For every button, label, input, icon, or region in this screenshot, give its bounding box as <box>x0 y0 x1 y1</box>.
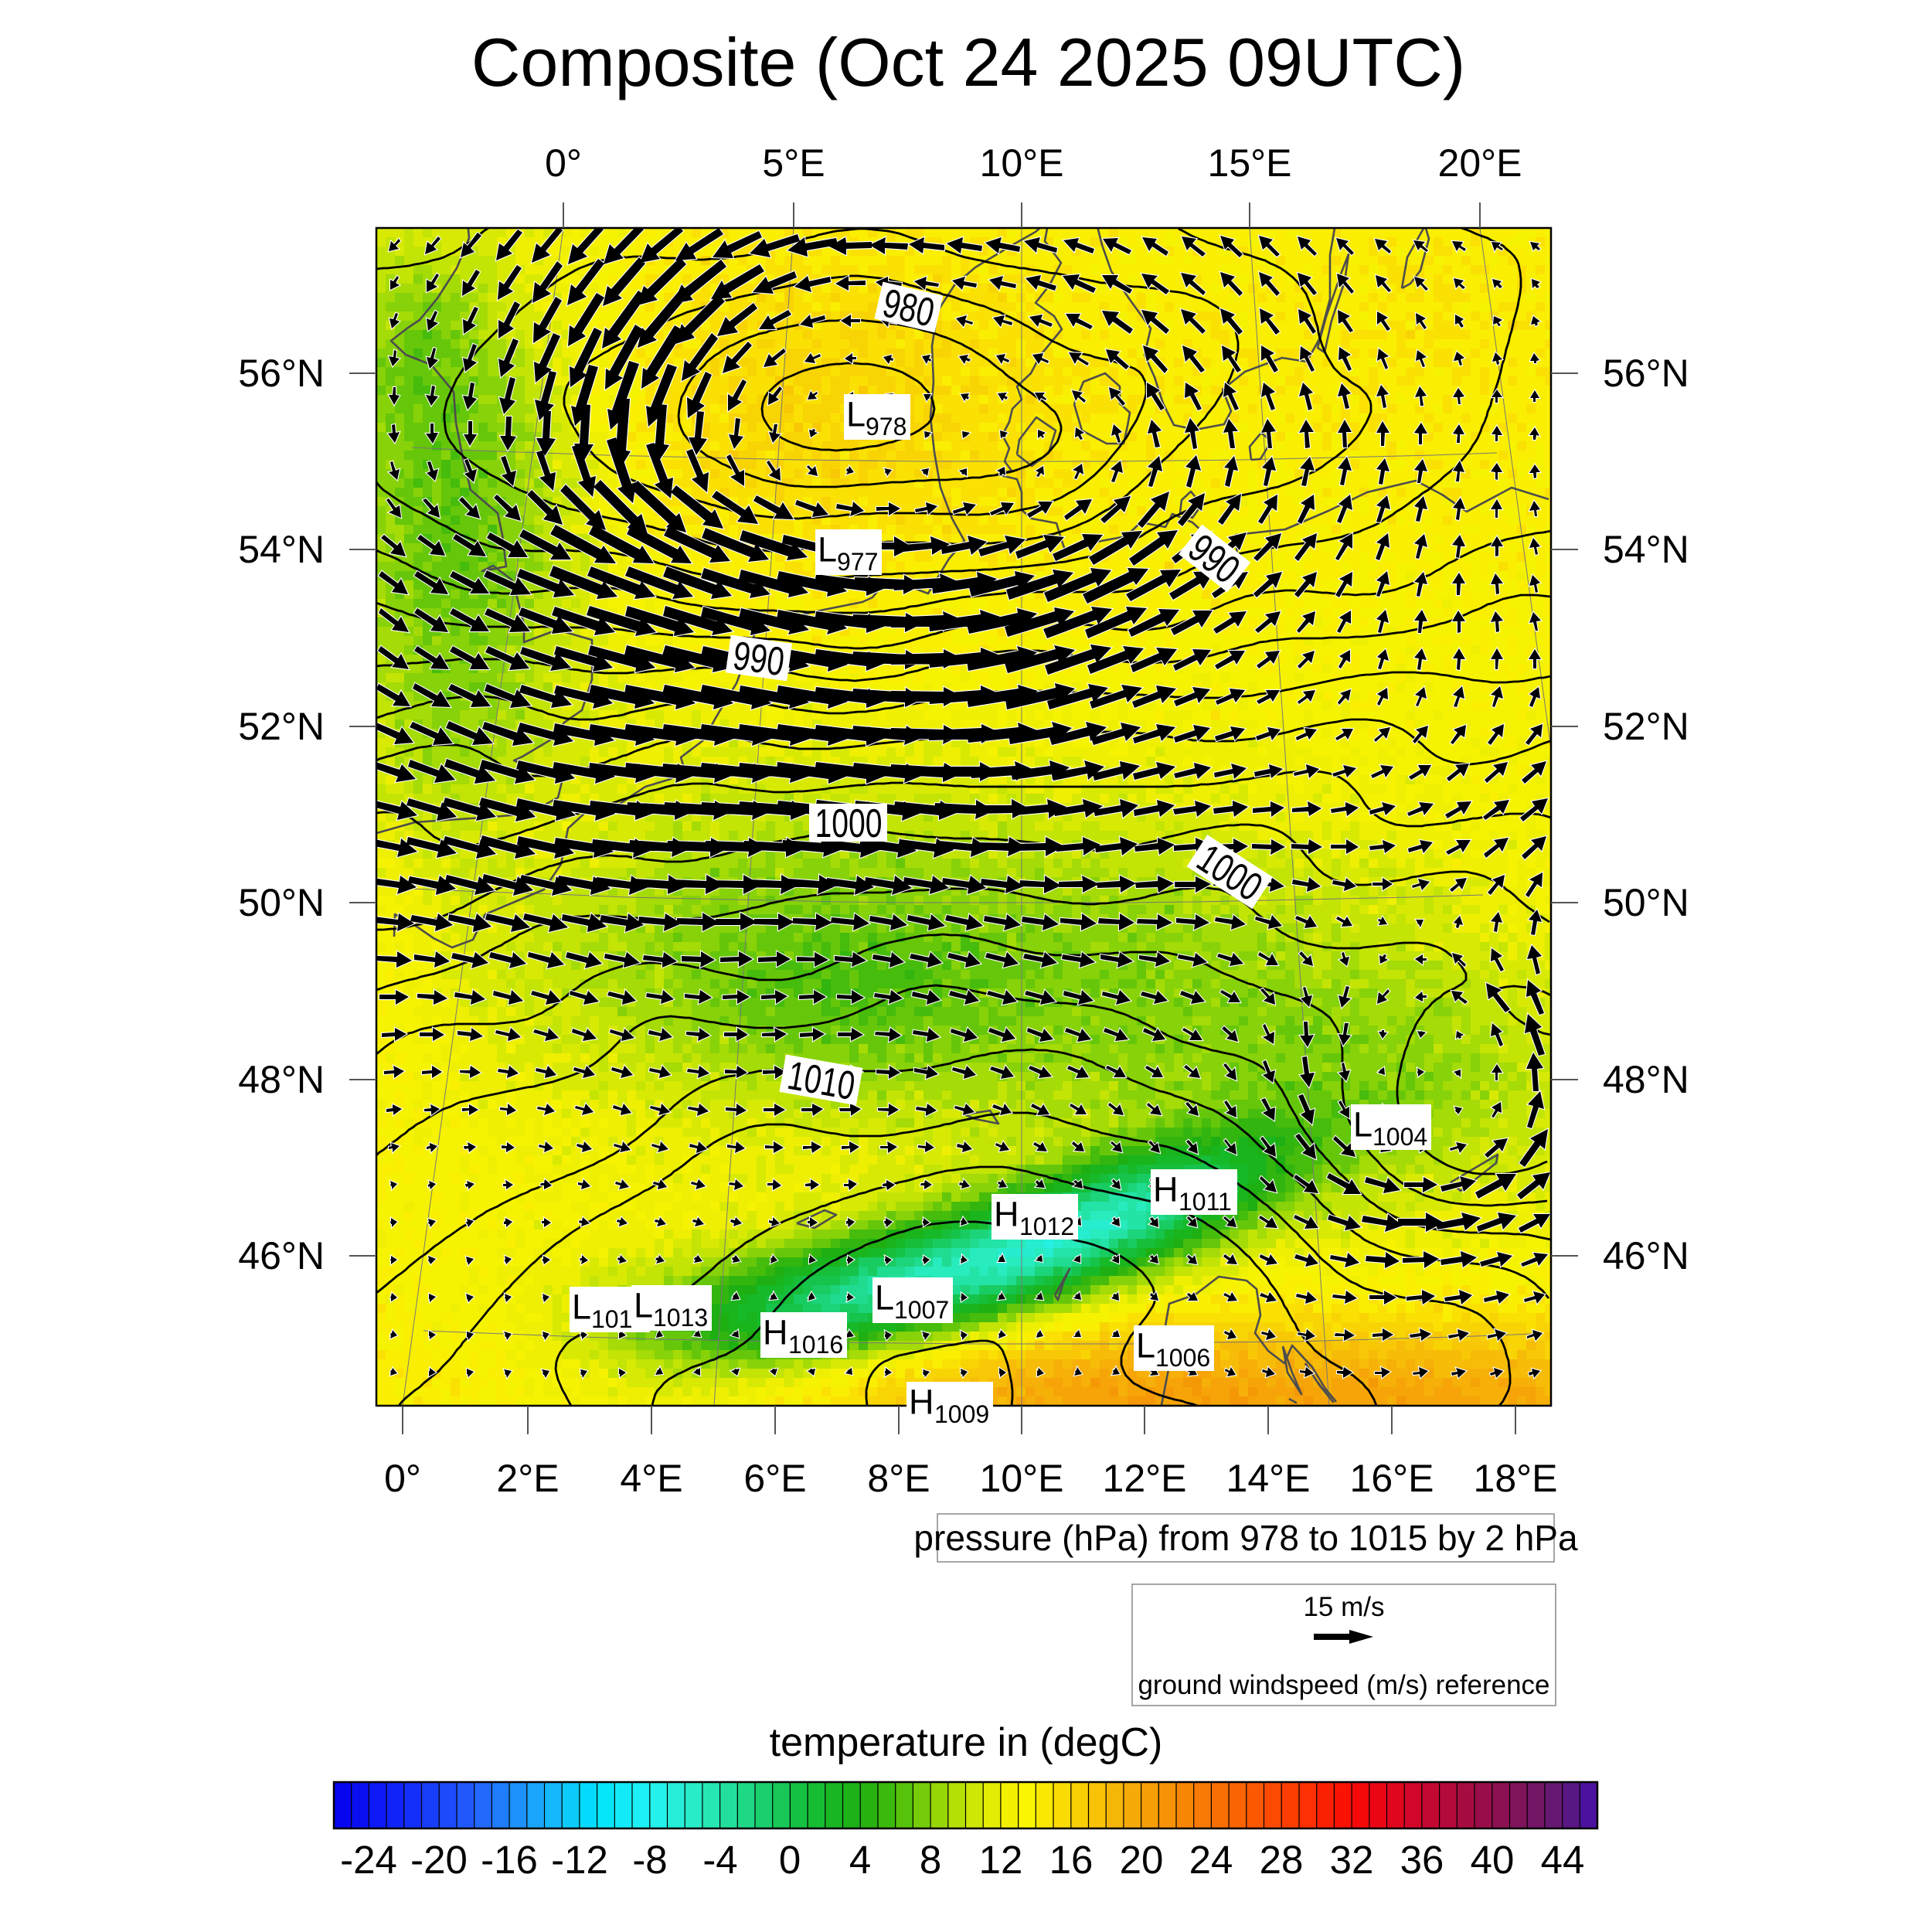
svg-text:20°E: 20°E <box>1438 141 1522 185</box>
svg-text:28: 28 <box>1260 1838 1304 1882</box>
svg-text:2°E: 2°E <box>496 1457 559 1500</box>
svg-text:-8: -8 <box>632 1838 667 1882</box>
svg-text:1009: 1009 <box>934 1400 989 1428</box>
svg-text:1006: 1006 <box>1155 1344 1210 1372</box>
svg-text:24: 24 <box>1189 1838 1233 1882</box>
svg-text:L: L <box>1136 1326 1155 1366</box>
svg-text:10°E: 10°E <box>980 141 1064 185</box>
svg-text:10°E: 10°E <box>980 1457 1064 1500</box>
svg-text:L: L <box>846 395 866 434</box>
svg-text:50°N: 50°N <box>1603 881 1689 924</box>
svg-text:1004: 1004 <box>1372 1123 1427 1151</box>
svg-text:pressure (hPa) from 978 to 101: pressure (hPa) from 978 to 1015 by 2 hPa <box>913 1518 1578 1558</box>
svg-text:54°N: 54°N <box>238 528 325 571</box>
svg-text:-16: -16 <box>481 1838 538 1882</box>
svg-text:4: 4 <box>849 1838 871 1882</box>
svg-text:56°N: 56°N <box>1603 352 1689 395</box>
svg-text:46°N: 46°N <box>1603 1234 1689 1277</box>
svg-text:15 m/s: 15 m/s <box>1303 1592 1384 1622</box>
svg-text:H: H <box>763 1313 788 1352</box>
svg-text:6°E: 6°E <box>743 1457 806 1500</box>
svg-text:8: 8 <box>920 1838 941 1882</box>
svg-text:978: 978 <box>866 413 906 440</box>
svg-text:12°E: 12°E <box>1103 1457 1187 1500</box>
svg-text:1007: 1007 <box>894 1296 949 1324</box>
svg-text:H: H <box>994 1195 1019 1234</box>
svg-text:54°N: 54°N <box>1603 528 1689 571</box>
svg-text:0°: 0° <box>384 1457 421 1500</box>
svg-text:L: L <box>634 1286 653 1325</box>
svg-text:44: 44 <box>1541 1838 1585 1882</box>
svg-text:0°: 0° <box>545 141 582 185</box>
svg-text:H: H <box>909 1383 934 1422</box>
svg-text:5°E: 5°E <box>762 141 825 185</box>
svg-text:1012: 1012 <box>1019 1213 1074 1240</box>
svg-text:1011: 1011 <box>1179 1188 1232 1216</box>
svg-text:4°E: 4°E <box>620 1457 682 1500</box>
svg-text:52°N: 52°N <box>1603 705 1689 748</box>
svg-text:L: L <box>818 530 837 570</box>
svg-text:48°N: 48°N <box>238 1058 325 1101</box>
svg-text:48°N: 48°N <box>1603 1058 1689 1101</box>
svg-text:1013: 1013 <box>653 1304 708 1332</box>
svg-text:16°E: 16°E <box>1350 1457 1434 1500</box>
svg-text:1000: 1000 <box>815 801 883 846</box>
svg-text:50°N: 50°N <box>238 881 325 924</box>
svg-text:56°N: 56°N <box>238 352 325 395</box>
svg-text:ground windspeed (m/s) referen: ground windspeed (m/s) reference <box>1138 1670 1549 1700</box>
svg-text:temperature in (degC): temperature in (degC) <box>770 1720 1163 1765</box>
svg-text:H: H <box>1153 1170 1179 1209</box>
svg-text:15°E: 15°E <box>1208 141 1292 185</box>
svg-text:46°N: 46°N <box>238 1234 325 1277</box>
svg-text:-4: -4 <box>702 1838 737 1882</box>
svg-text:8°E: 8°E <box>867 1457 930 1500</box>
svg-text:18°E: 18°E <box>1474 1457 1558 1500</box>
svg-text:-20: -20 <box>410 1838 468 1882</box>
svg-text:-12: -12 <box>551 1838 608 1882</box>
svg-text:977: 977 <box>837 548 878 576</box>
svg-text:1016: 1016 <box>788 1331 843 1359</box>
svg-text:0: 0 <box>779 1838 801 1882</box>
svg-text:20: 20 <box>1120 1838 1164 1882</box>
svg-text:L: L <box>875 1278 894 1318</box>
svg-text:16: 16 <box>1049 1838 1094 1882</box>
svg-text:990: 990 <box>730 634 787 685</box>
svg-text:-24: -24 <box>340 1838 397 1882</box>
svg-text:52°N: 52°N <box>238 705 325 748</box>
svg-text:14°E: 14°E <box>1226 1457 1311 1500</box>
svg-text:12: 12 <box>979 1838 1023 1882</box>
svg-text:980: 980 <box>879 281 938 335</box>
svg-text:L: L <box>572 1287 591 1327</box>
svg-text:L: L <box>1353 1105 1372 1145</box>
svg-text:40: 40 <box>1471 1838 1515 1882</box>
svg-text:Composite (Oct 24 2025 09UTC): Composite (Oct 24 2025 09UTC) <box>471 24 1465 100</box>
svg-text:36: 36 <box>1400 1838 1444 1882</box>
svg-text:32: 32 <box>1330 1838 1374 1882</box>
